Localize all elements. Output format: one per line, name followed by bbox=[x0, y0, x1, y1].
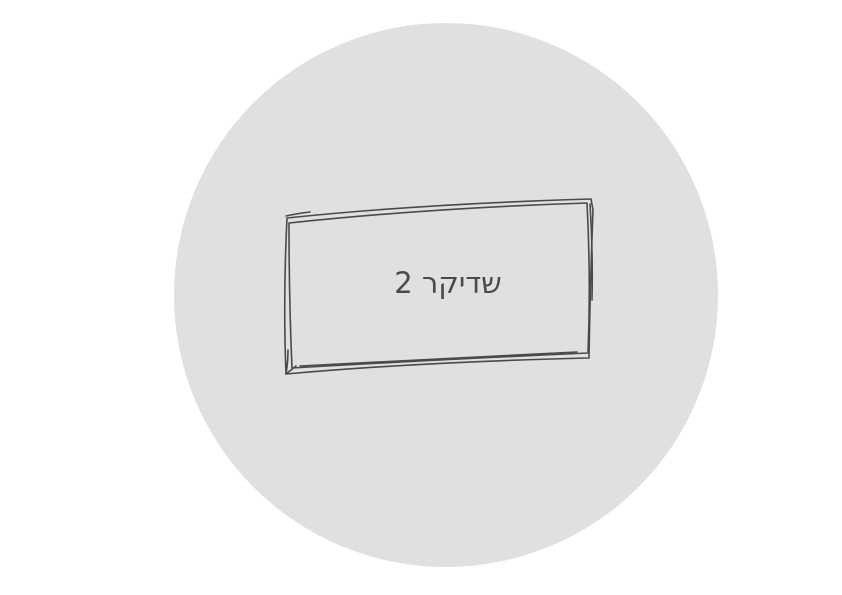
background-circle bbox=[174, 23, 718, 567]
sketch-stroke-top bbox=[285, 211, 311, 217]
sketch-stroke-inner bbox=[288, 202, 591, 369]
sketch-stroke-bottom-left bbox=[285, 349, 297, 375]
sketch-stroke-bottom bbox=[299, 351, 578, 367]
sketch-stroke-outer bbox=[283, 198, 594, 375]
sketch-stroke-right bbox=[589, 203, 594, 301]
card-label: שדיקר 2 bbox=[394, 266, 502, 300]
